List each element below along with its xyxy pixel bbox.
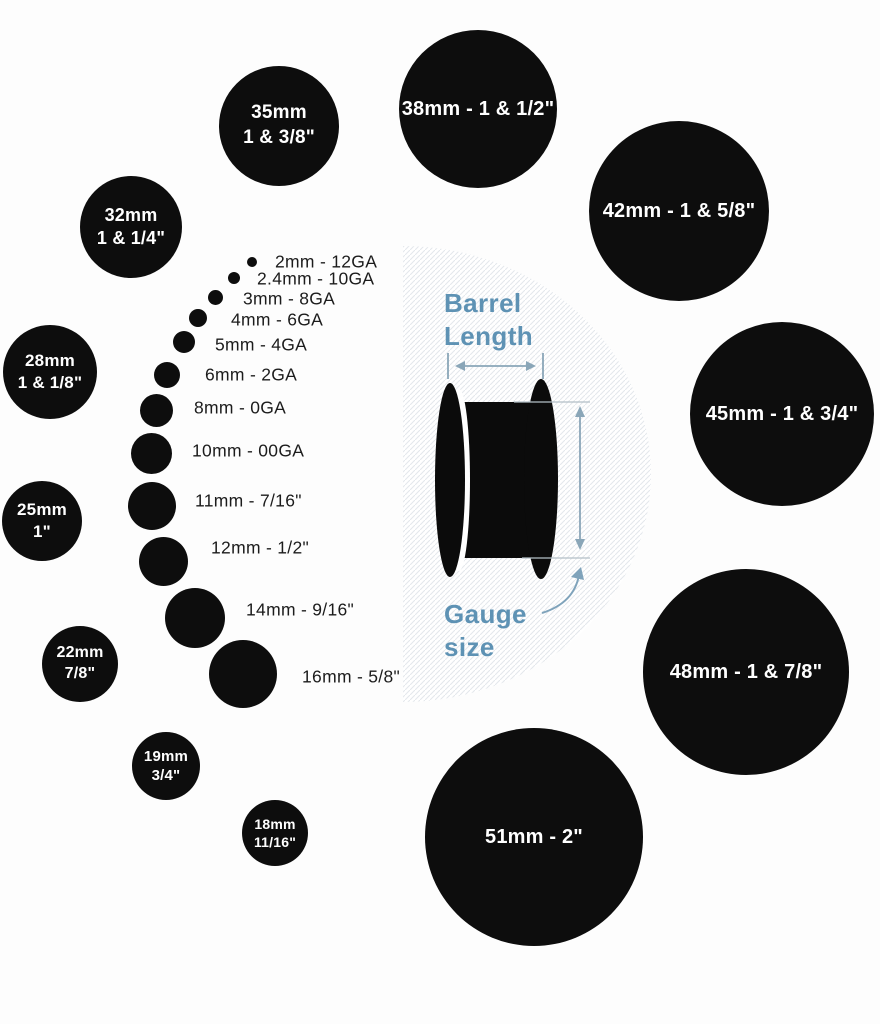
- plug-right-flare: [524, 379, 558, 579]
- gauge-dot-label-8mm: 8mm - 0GA: [194, 397, 287, 418]
- gauge-dot-3mm: [207, 289, 223, 305]
- size-circle-18mm: 18mm 11/16": [242, 800, 308, 866]
- size-circle-32mm: 32mm 1 & 1/4": [80, 176, 182, 278]
- plug-left-flare: [435, 383, 465, 577]
- size-circle-42mm: 42mm - 1 & 5/8": [589, 121, 769, 301]
- gauge-dot-label-2mm: 2mm - 12GA: [275, 251, 378, 272]
- gauge-dot-14mm: [165, 588, 225, 648]
- gauge-dot-label-2.4mm: 2.4mm - 10GA: [257, 268, 375, 289]
- barrel-length-label: Barrel Length: [444, 288, 534, 351]
- gauge-dot-8mm: [139, 393, 173, 427]
- gauge-dot-11mm: [128, 482, 176, 530]
- size-circle-38mm: 38mm - 1 & 1/2": [399, 30, 557, 188]
- gauge-dot-label-4mm: 4mm - 6GA: [231, 309, 324, 330]
- plug-illustration: [435, 379, 558, 579]
- barrel-length-arrow: [447, 353, 544, 379]
- size-circle-19mm: 19mm 3/4": [132, 732, 200, 800]
- gauge-dot-label-16mm: 16mm - 5/8": [302, 666, 401, 687]
- gauge-dot-16mm: [209, 640, 277, 708]
- gauge-dot-5mm: [173, 331, 195, 353]
- gauge-dot-4mm: [189, 309, 207, 327]
- gauge-dot-12mm: [138, 536, 188, 586]
- gauge-dot-label-11mm: 11mm - 7/16": [195, 490, 302, 511]
- gauge-dot-label-14mm: 14mm - 9/16": [246, 599, 355, 620]
- gauge-dot-2.4mm: [228, 272, 240, 284]
- size-circle-51mm: 51mm - 2": [425, 728, 643, 946]
- gauge-dot-label-3mm: 3mm - 8GA: [243, 288, 336, 309]
- gauge-dot-label-10mm: 10mm - 00GA: [192, 440, 305, 461]
- size-circle-35mm: 35mm 1 & 3/8": [219, 66, 339, 186]
- gauge-dot-label-6mm: 6mm - 2GA: [205, 364, 298, 385]
- size-circle-22mm: 22mm 7/8": [42, 626, 118, 702]
- gauge-size-label: Gauge size: [444, 599, 527, 662]
- gauge-dot-2mm: [247, 257, 257, 267]
- size-circle-25mm: 25mm 1": [2, 481, 82, 561]
- gauge-dot-label-5mm: 5mm - 4GA: [215, 334, 308, 355]
- gauge-dot-label-12mm: 12mm - 1/2": [211, 537, 310, 558]
- gauge-size-arrow: [514, 401, 590, 559]
- size-circle-45mm: 45mm - 1 & 3/4": [690, 322, 874, 506]
- gauge-dot-6mm: [154, 362, 180, 388]
- size-circle-48mm: 48mm - 1 & 7/8": [643, 569, 849, 775]
- size-circle-28mm: 28mm 1 & 1/8": [3, 325, 97, 419]
- gauge-size-pointer: [541, 567, 584, 614]
- gauge-dot-10mm: [130, 432, 172, 474]
